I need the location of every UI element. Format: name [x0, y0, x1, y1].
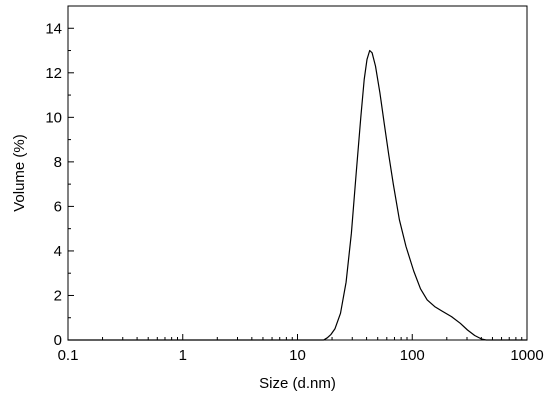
x-tick-label: 1000 — [510, 347, 543, 364]
y-axis-title: Volume (%) — [11, 134, 28, 212]
y-tick-label: 14 — [45, 20, 62, 37]
x-tick-label: 100 — [400, 347, 425, 364]
y-axis-ticks: 0 2 4 6 8 10 12 14 — [45, 5, 74, 349]
plot-frame — [67, 5, 528, 341]
series-layer — [67, 49, 528, 341]
y-tick-label: 6 — [54, 198, 62, 215]
y-tick-label: 12 — [45, 65, 62, 82]
x-tick-label: 0.1 — [58, 347, 79, 364]
x-tick-label: 10 — [289, 347, 306, 364]
x-axis-ticks: 0.1 1 10 100 1000 — [58, 334, 544, 364]
y-tick-label: 0 — [54, 332, 62, 349]
y-tick-label: 4 — [54, 243, 62, 260]
x-axis-title: Size (d.nm) — [259, 375, 336, 392]
y-tick-label: 10 — [45, 109, 62, 126]
x-tick-label: 1 — [179, 347, 187, 364]
series-line — [67, 49, 528, 341]
y-tick-label: 2 — [54, 287, 62, 304]
y-tick-label: 8 — [54, 154, 62, 171]
